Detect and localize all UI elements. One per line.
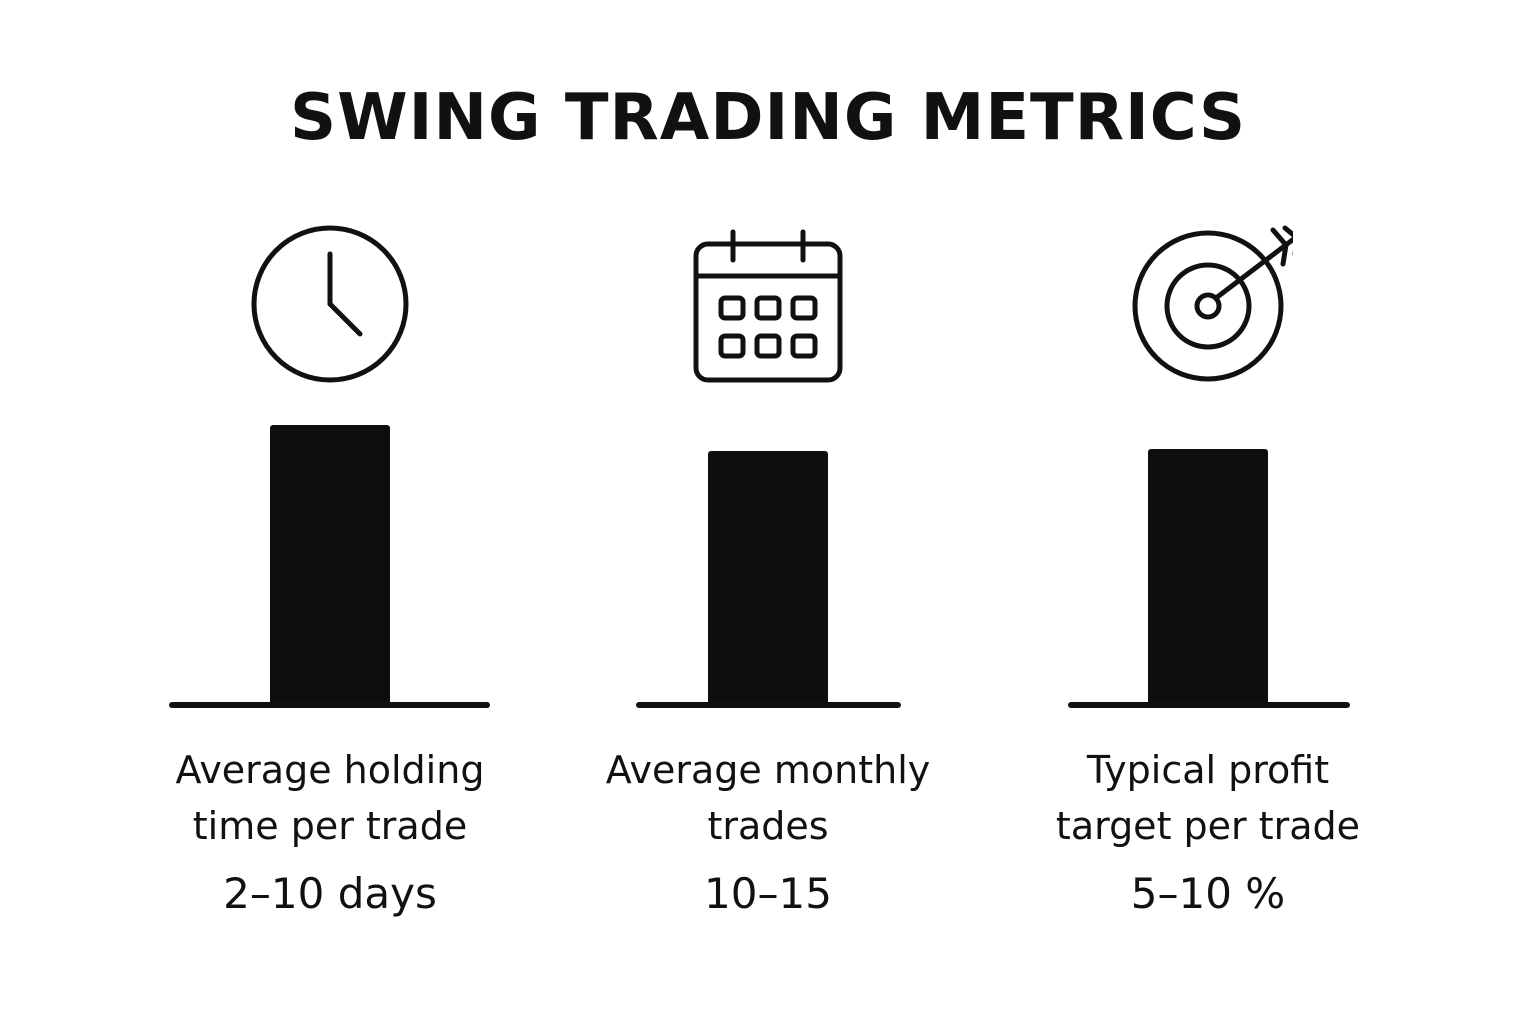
metric-value: 10–15 — [704, 869, 832, 918]
metric-label: Average holding time per trade — [175, 748, 485, 848]
metric-value: 5–10 % — [1130, 869, 1286, 918]
metric-bar — [270, 425, 390, 705]
page-title: SWING TRADING METRICS — [289, 81, 1247, 155]
calendar-icon — [683, 224, 853, 394]
metric-bar — [1148, 449, 1268, 705]
baseline — [636, 702, 901, 708]
metric-value: 2–10 days — [223, 869, 437, 918]
metric-bar — [708, 451, 828, 705]
baseline — [169, 702, 490, 708]
metric-label: Typical profit target per trade — [1055, 748, 1361, 848]
target-arrow-icon — [1123, 224, 1293, 394]
metric-panel-monthly-trades: Average monthly trades 10–15 — [528, 0, 1008, 1024]
metric-panel-profit-target: Typical profit target per trade 5–10 % — [968, 0, 1448, 1024]
baseline — [1068, 702, 1350, 708]
clock-icon — [245, 224, 415, 394]
metric-label: Average monthly trades — [605, 748, 931, 848]
metric-panel-holding-time: Average holding time per trade 2–10 days — [90, 0, 570, 1024]
